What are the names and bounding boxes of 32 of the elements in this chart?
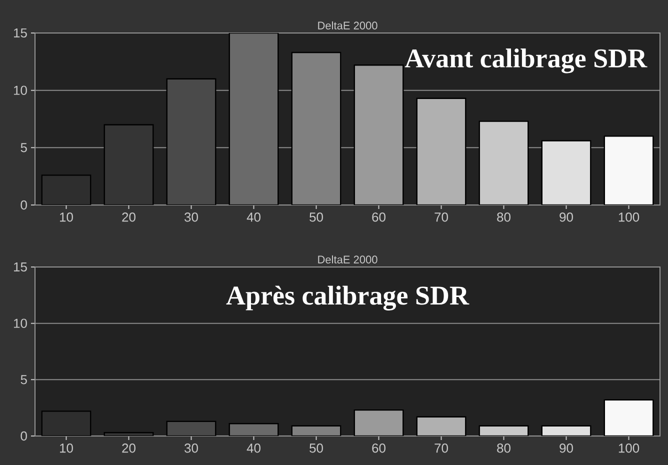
y-tick-label: 10 [14, 318, 27, 328]
annotation: Avant calibrage SDR [404, 48, 648, 74]
y-tick-label: 0 [20, 431, 27, 441]
y-tick-label: 10 [14, 86, 27, 95]
chart-title: DeltaE 2000 [318, 255, 378, 264]
x-tick-label: 90 [560, 444, 573, 453]
x-tick-label: 80 [497, 444, 510, 453]
annotation: Après calibrage SDR [226, 286, 470, 310]
y-tick-label: 0 [20, 200, 27, 210]
y-tick-label: 15 [14, 28, 27, 38]
x-tick-label: 50 [310, 212, 323, 222]
x-tick-label: 80 [497, 212, 510, 222]
x-tick-label: 60 [372, 444, 386, 453]
x-tick-label: 40 [246, 444, 260, 453]
chart-title: DeltaE 2000 [318, 21, 378, 30]
x-tick-label: 40 [246, 212, 260, 222]
x-tick-label: 50 [310, 444, 323, 453]
y-tick-label: 5 [20, 375, 27, 384]
x-tick-label: 70 [434, 212, 448, 222]
y-tick-label: 5 [20, 143, 27, 152]
x-tick-label: 60 [372, 212, 386, 222]
x-tick-label: 10 [60, 212, 73, 222]
x-tick-label: 100 [618, 212, 640, 222]
x-tick-label: 20 [122, 212, 136, 222]
x-tick-label: 90 [560, 212, 573, 222]
x-tick-label: 30 [184, 212, 198, 222]
x-tick-label: 100 [618, 444, 640, 453]
y-tick-label: 15 [14, 262, 27, 272]
x-tick-label: 30 [184, 444, 198, 453]
x-tick-label: 20 [122, 444, 136, 453]
x-tick-label: 10 [60, 444, 73, 453]
x-tick-label: 70 [434, 444, 448, 453]
